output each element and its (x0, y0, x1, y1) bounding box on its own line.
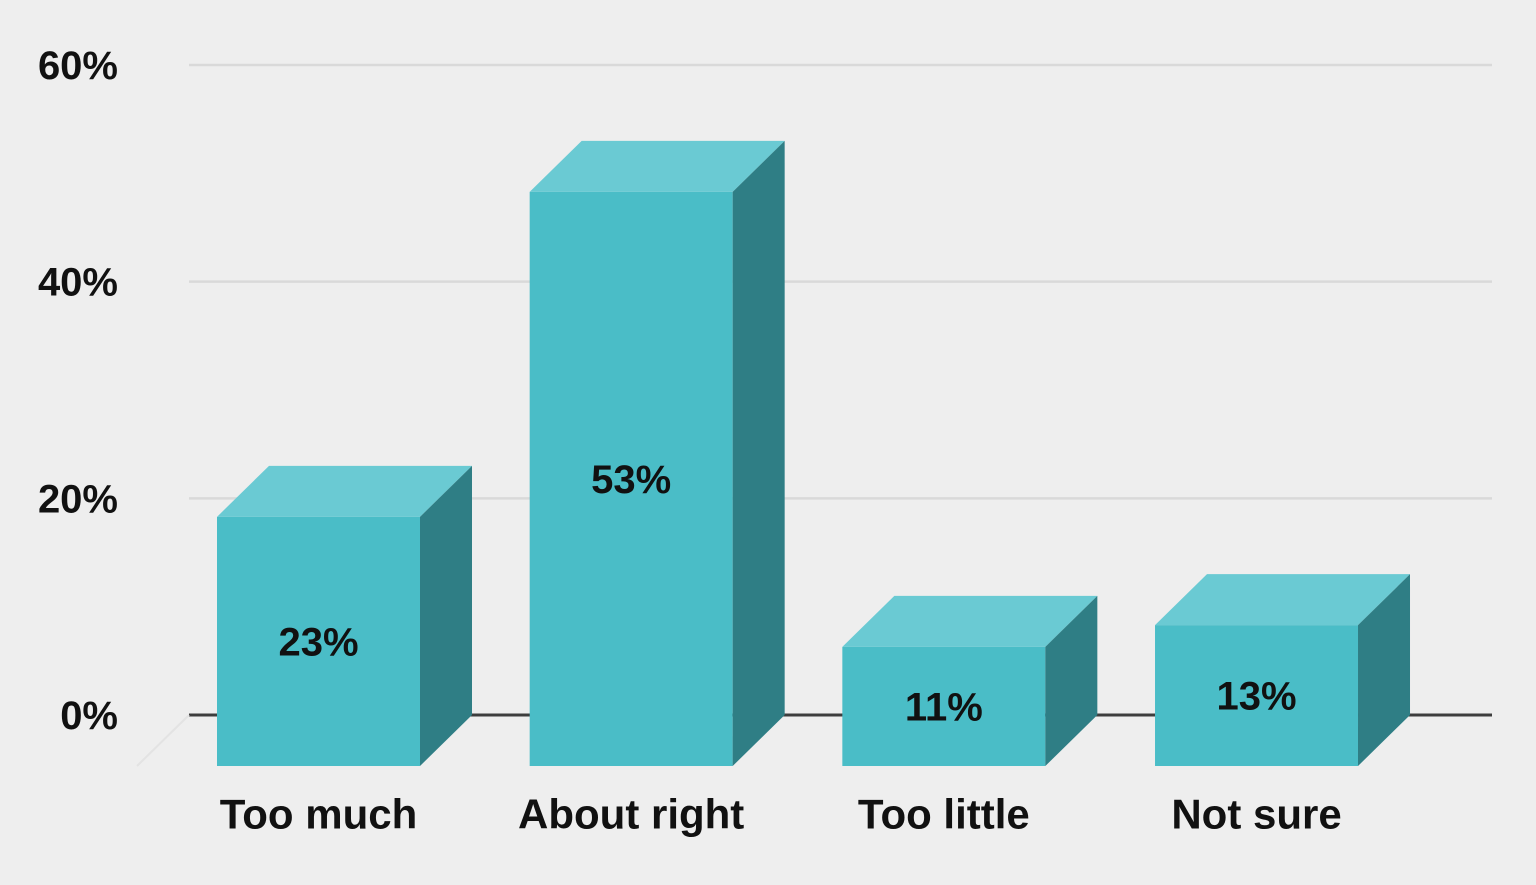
bar-face-front-too-little (842, 646, 1046, 766)
y-tick-label-0: 0% (60, 694, 118, 738)
category-label-too-much: Too much (220, 791, 418, 838)
category-label-about-right: About right (518, 791, 744, 838)
bar-face-side-too-little (1045, 595, 1098, 766)
bar-not-sure (1155, 574, 1411, 766)
y-tick-label-20: 20% (38, 477, 118, 521)
bar-face-top-too-much (217, 465, 472, 517)
data-label-too-much: 23% (278, 620, 358, 664)
bar-face-side-not-sure (1358, 574, 1411, 766)
data-label-too-little: 11% (905, 685, 983, 729)
y-tick-label-40: 40% (38, 261, 118, 305)
bar-face-top-not-sure (1155, 574, 1411, 626)
bar-face-side-too-much (420, 465, 472, 766)
bar-about-right (529, 140, 785, 767)
y-tick-label-60: 60% (38, 44, 118, 88)
category-label-too-little: Too little (858, 791, 1030, 838)
data-label-about-right: 53% (591, 458, 671, 502)
bar-face-front-about-right (529, 191, 733, 767)
bar-face-top-about-right (529, 140, 785, 192)
bar-too-much (217, 465, 472, 766)
floor-edge-left (136, 714, 190, 767)
bar-face-front-too-much (217, 516, 420, 766)
bar-face-side-about-right (732, 140, 785, 767)
data-label-not-sure: 13% (1216, 675, 1296, 719)
bar-too-little (842, 595, 1098, 766)
bar-face-top-too-little (842, 595, 1098, 647)
bar-face-front-not-sure (1155, 625, 1359, 766)
category-label-not-sure: Not sure (1171, 791, 1341, 838)
